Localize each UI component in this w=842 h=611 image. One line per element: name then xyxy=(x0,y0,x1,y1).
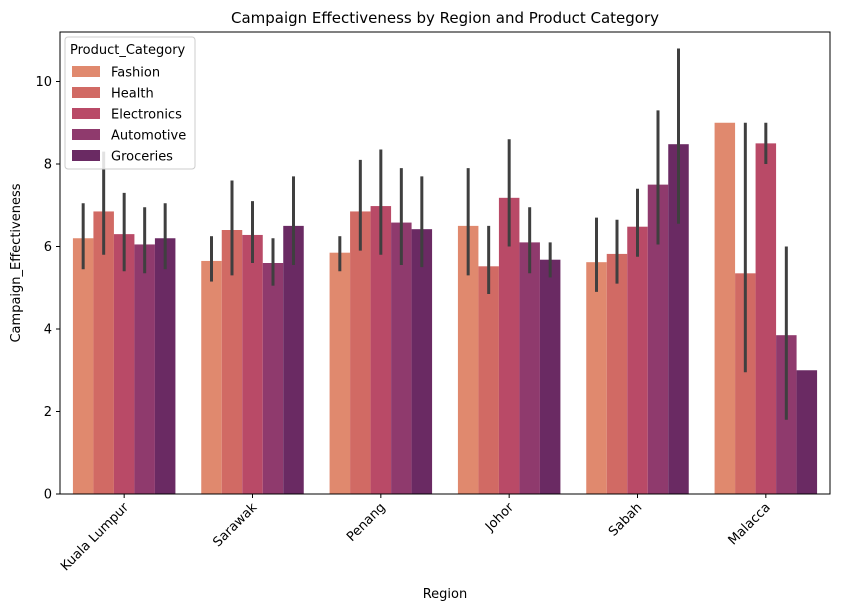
legend-label: Groceries xyxy=(111,150,173,165)
bar xyxy=(391,222,412,494)
y-axis: 0 2 4 6 8 10 xyxy=(35,75,60,503)
y-tick-label: 0 xyxy=(44,488,52,503)
bar xyxy=(201,260,222,494)
bar xyxy=(539,259,561,494)
bar xyxy=(411,229,433,495)
y-tick-label: 8 xyxy=(44,158,52,173)
x-axis-label: Region xyxy=(423,587,468,602)
bar xyxy=(498,197,520,494)
y-tick-label: 4 xyxy=(44,323,52,338)
legend-swatch xyxy=(72,129,100,140)
chart-title: Campaign Effectiveness by Region and Pro… xyxy=(231,9,659,27)
bar xyxy=(586,262,607,494)
legend-label: Fashion xyxy=(111,66,160,81)
bar xyxy=(350,211,371,494)
bar xyxy=(796,370,818,494)
y-tick-label: 2 xyxy=(44,405,52,420)
y-tick-label: 6 xyxy=(44,240,52,255)
legend-swatch xyxy=(72,87,100,98)
bar xyxy=(714,122,736,494)
bar xyxy=(478,266,499,494)
legend-swatch xyxy=(72,66,100,77)
bar xyxy=(668,144,689,494)
legend-label: Automotive xyxy=(111,129,186,144)
legend: Product_Category Fashion Health Electronics… xyxy=(64,36,196,170)
bar xyxy=(519,242,540,494)
bar xyxy=(735,273,756,494)
bar xyxy=(627,226,648,494)
bar xyxy=(457,225,479,495)
bar xyxy=(113,234,135,495)
plot-area xyxy=(72,48,818,495)
plot-frame xyxy=(59,31,831,495)
y-axis-label: Campaign_Effectiveness xyxy=(9,183,24,342)
bar xyxy=(93,211,114,494)
bar xyxy=(370,206,392,494)
bar xyxy=(242,234,263,494)
bar xyxy=(606,253,628,494)
y-tick-label: 10 xyxy=(35,75,52,90)
legend-label: Health xyxy=(111,87,154,102)
bar xyxy=(72,238,94,494)
legend-label: Electronics xyxy=(111,108,182,123)
bar xyxy=(329,252,351,494)
bar xyxy=(647,184,669,494)
bar xyxy=(283,225,304,495)
legend-swatch xyxy=(72,150,100,161)
bar xyxy=(134,244,155,494)
bar xyxy=(262,263,284,494)
legend-swatch xyxy=(72,108,100,119)
bar xyxy=(755,143,777,494)
bar xyxy=(154,238,176,494)
legend-title: Product_Category xyxy=(70,43,186,58)
bar xyxy=(221,230,243,494)
